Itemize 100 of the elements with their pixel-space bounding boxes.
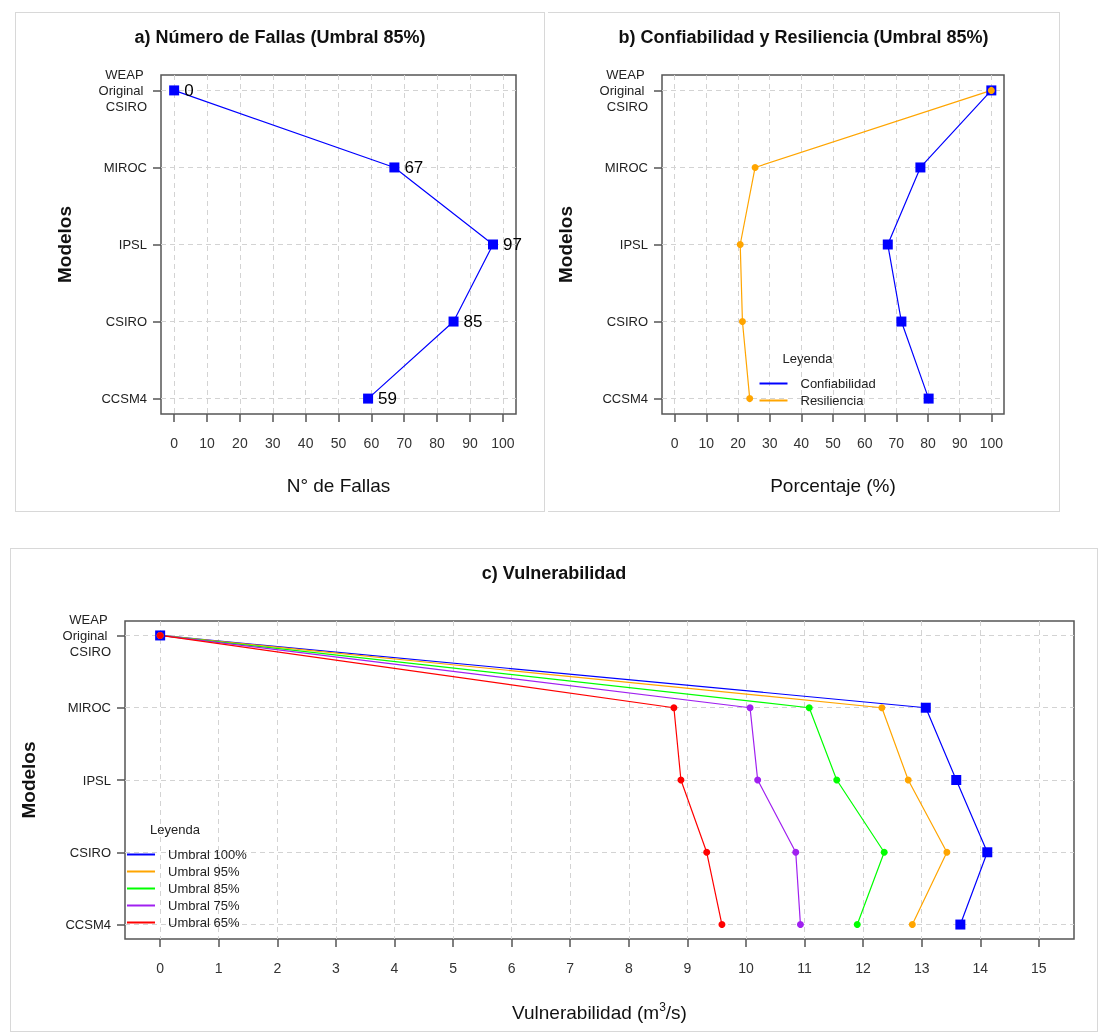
x-tick-label: 70: [396, 435, 413, 451]
y-tick-label: WEAP Original CSIRO: [62, 611, 111, 659]
x-tick-label: 30: [761, 435, 778, 451]
x-tick-label: 4: [390, 960, 399, 976]
point: [955, 919, 966, 930]
point: [792, 848, 800, 856]
y-tick-label: IPSL: [118, 237, 147, 252]
point: [703, 848, 711, 856]
x-tick-label: 100: [979, 435, 1004, 451]
point: [746, 704, 754, 712]
x-tick-label: 0: [170, 435, 179, 451]
y-tick-label: WEAP Original CSIRO: [599, 66, 648, 114]
y-tick-label: CSIRO: [105, 314, 147, 330]
y-axis-title: Modelos: [54, 205, 75, 284]
y-tick-label: IPSL: [82, 772, 111, 788]
x-axis-title: Porcentaje (%): [770, 475, 896, 496]
x-tick-label: 40: [793, 435, 810, 451]
data-label: 59: [378, 389, 398, 409]
point: [904, 776, 912, 784]
x-tick-label: 3: [331, 960, 340, 976]
point: [389, 162, 400, 173]
y-tick-label: MIROC: [604, 159, 648, 175]
point: [878, 704, 886, 712]
x-tick-label: 13: [913, 960, 930, 976]
x-tick-label: 0: [670, 435, 679, 451]
y-tick-label: MIROC: [67, 700, 111, 716]
x-tick-label: 10: [738, 960, 754, 976]
x-tick-label: 20: [730, 435, 746, 451]
point: [796, 921, 804, 929]
x-tick-label: 70: [888, 435, 905, 451]
point: [805, 704, 813, 712]
legend-label: Resiliencia: [800, 393, 865, 408]
point: [920, 702, 931, 713]
x-tick-label: 6: [507, 960, 516, 976]
y-tick-label: CCSM4: [101, 391, 147, 407]
point: [923, 393, 934, 404]
point: [746, 395, 754, 403]
x-tick-label: 8: [624, 960, 633, 976]
chart-title: c) Vulnerabilidad: [481, 563, 627, 583]
point: [943, 848, 951, 856]
y-axis-title: Modelos: [18, 741, 39, 819]
point: [908, 921, 916, 929]
x-tick-label: 12: [855, 960, 872, 976]
x-tick-label: 80: [429, 435, 446, 451]
legend-label: Umbral 100%: [168, 847, 248, 862]
y-tick-label: CSIRO: [69, 844, 111, 860]
x-tick-label: 7: [566, 960, 575, 976]
x-tick-label: 10: [698, 435, 715, 451]
point: [169, 85, 180, 96]
x-tick-label: 5: [449, 960, 458, 976]
x-tick-label: 30: [264, 435, 281, 451]
legend-label: Confiabilidad: [800, 376, 876, 391]
x-tick-label: 2: [273, 960, 282, 976]
point: [751, 163, 759, 171]
x-tick-label: 50: [330, 435, 347, 451]
y-axis-title: Modelos: [555, 205, 576, 284]
y-tick-label: IPSL: [619, 237, 648, 252]
data-label: 85: [463, 312, 483, 332]
y-tick-label: CSIRO: [606, 314, 648, 330]
point: [880, 848, 888, 856]
x-axis-title: N° de Fallas: [286, 475, 391, 496]
legend-label: Umbral 85%: [168, 881, 240, 896]
x-tick-label: 60: [856, 435, 873, 451]
point: [487, 239, 498, 250]
x-tick-label: 10: [199, 435, 216, 451]
x-tick-label: 0: [156, 960, 165, 976]
legend-label: Umbral 65%: [168, 915, 240, 930]
data-label: 67: [404, 157, 424, 177]
legend-label: Umbral 75%: [168, 898, 240, 913]
point: [718, 921, 726, 929]
point: [754, 776, 762, 784]
y-tick-label: CCSM4: [65, 917, 111, 933]
point: [833, 776, 841, 784]
legend-label: Umbral 95%: [168, 864, 240, 879]
point: [363, 393, 374, 404]
point: [670, 704, 678, 712]
chart-title: a) Número de Fallas (Umbral 85%): [134, 27, 426, 47]
data-label: 97: [502, 235, 522, 254]
data-label: 0: [184, 80, 194, 100]
x-tick-label: 40: [297, 435, 314, 451]
legend-title: Leyenda: [150, 822, 201, 837]
point: [853, 921, 861, 929]
x-tick-label: 15: [1031, 960, 1047, 976]
x-tick-label: 100: [491, 435, 515, 451]
point: [982, 847, 993, 858]
x-tick-label: 50: [825, 435, 841, 451]
point: [951, 775, 962, 785]
x-tick-label: 1: [214, 960, 223, 976]
point: [882, 239, 893, 250]
point: [448, 316, 459, 327]
point: [738, 318, 746, 326]
x-tick-label: 60: [363, 435, 380, 451]
point: [736, 241, 744, 248]
x-tick-label: 90: [462, 435, 478, 451]
point: [915, 162, 926, 173]
x-tick-label: 14: [972, 960, 989, 976]
chart-title: b) Confiabilidad y Resiliencia (Umbral 85%): [618, 27, 989, 47]
legend-title: Leyenda: [782, 351, 834, 366]
x-tick-label: 90: [951, 435, 968, 451]
x-tick-label: 80: [920, 435, 936, 451]
